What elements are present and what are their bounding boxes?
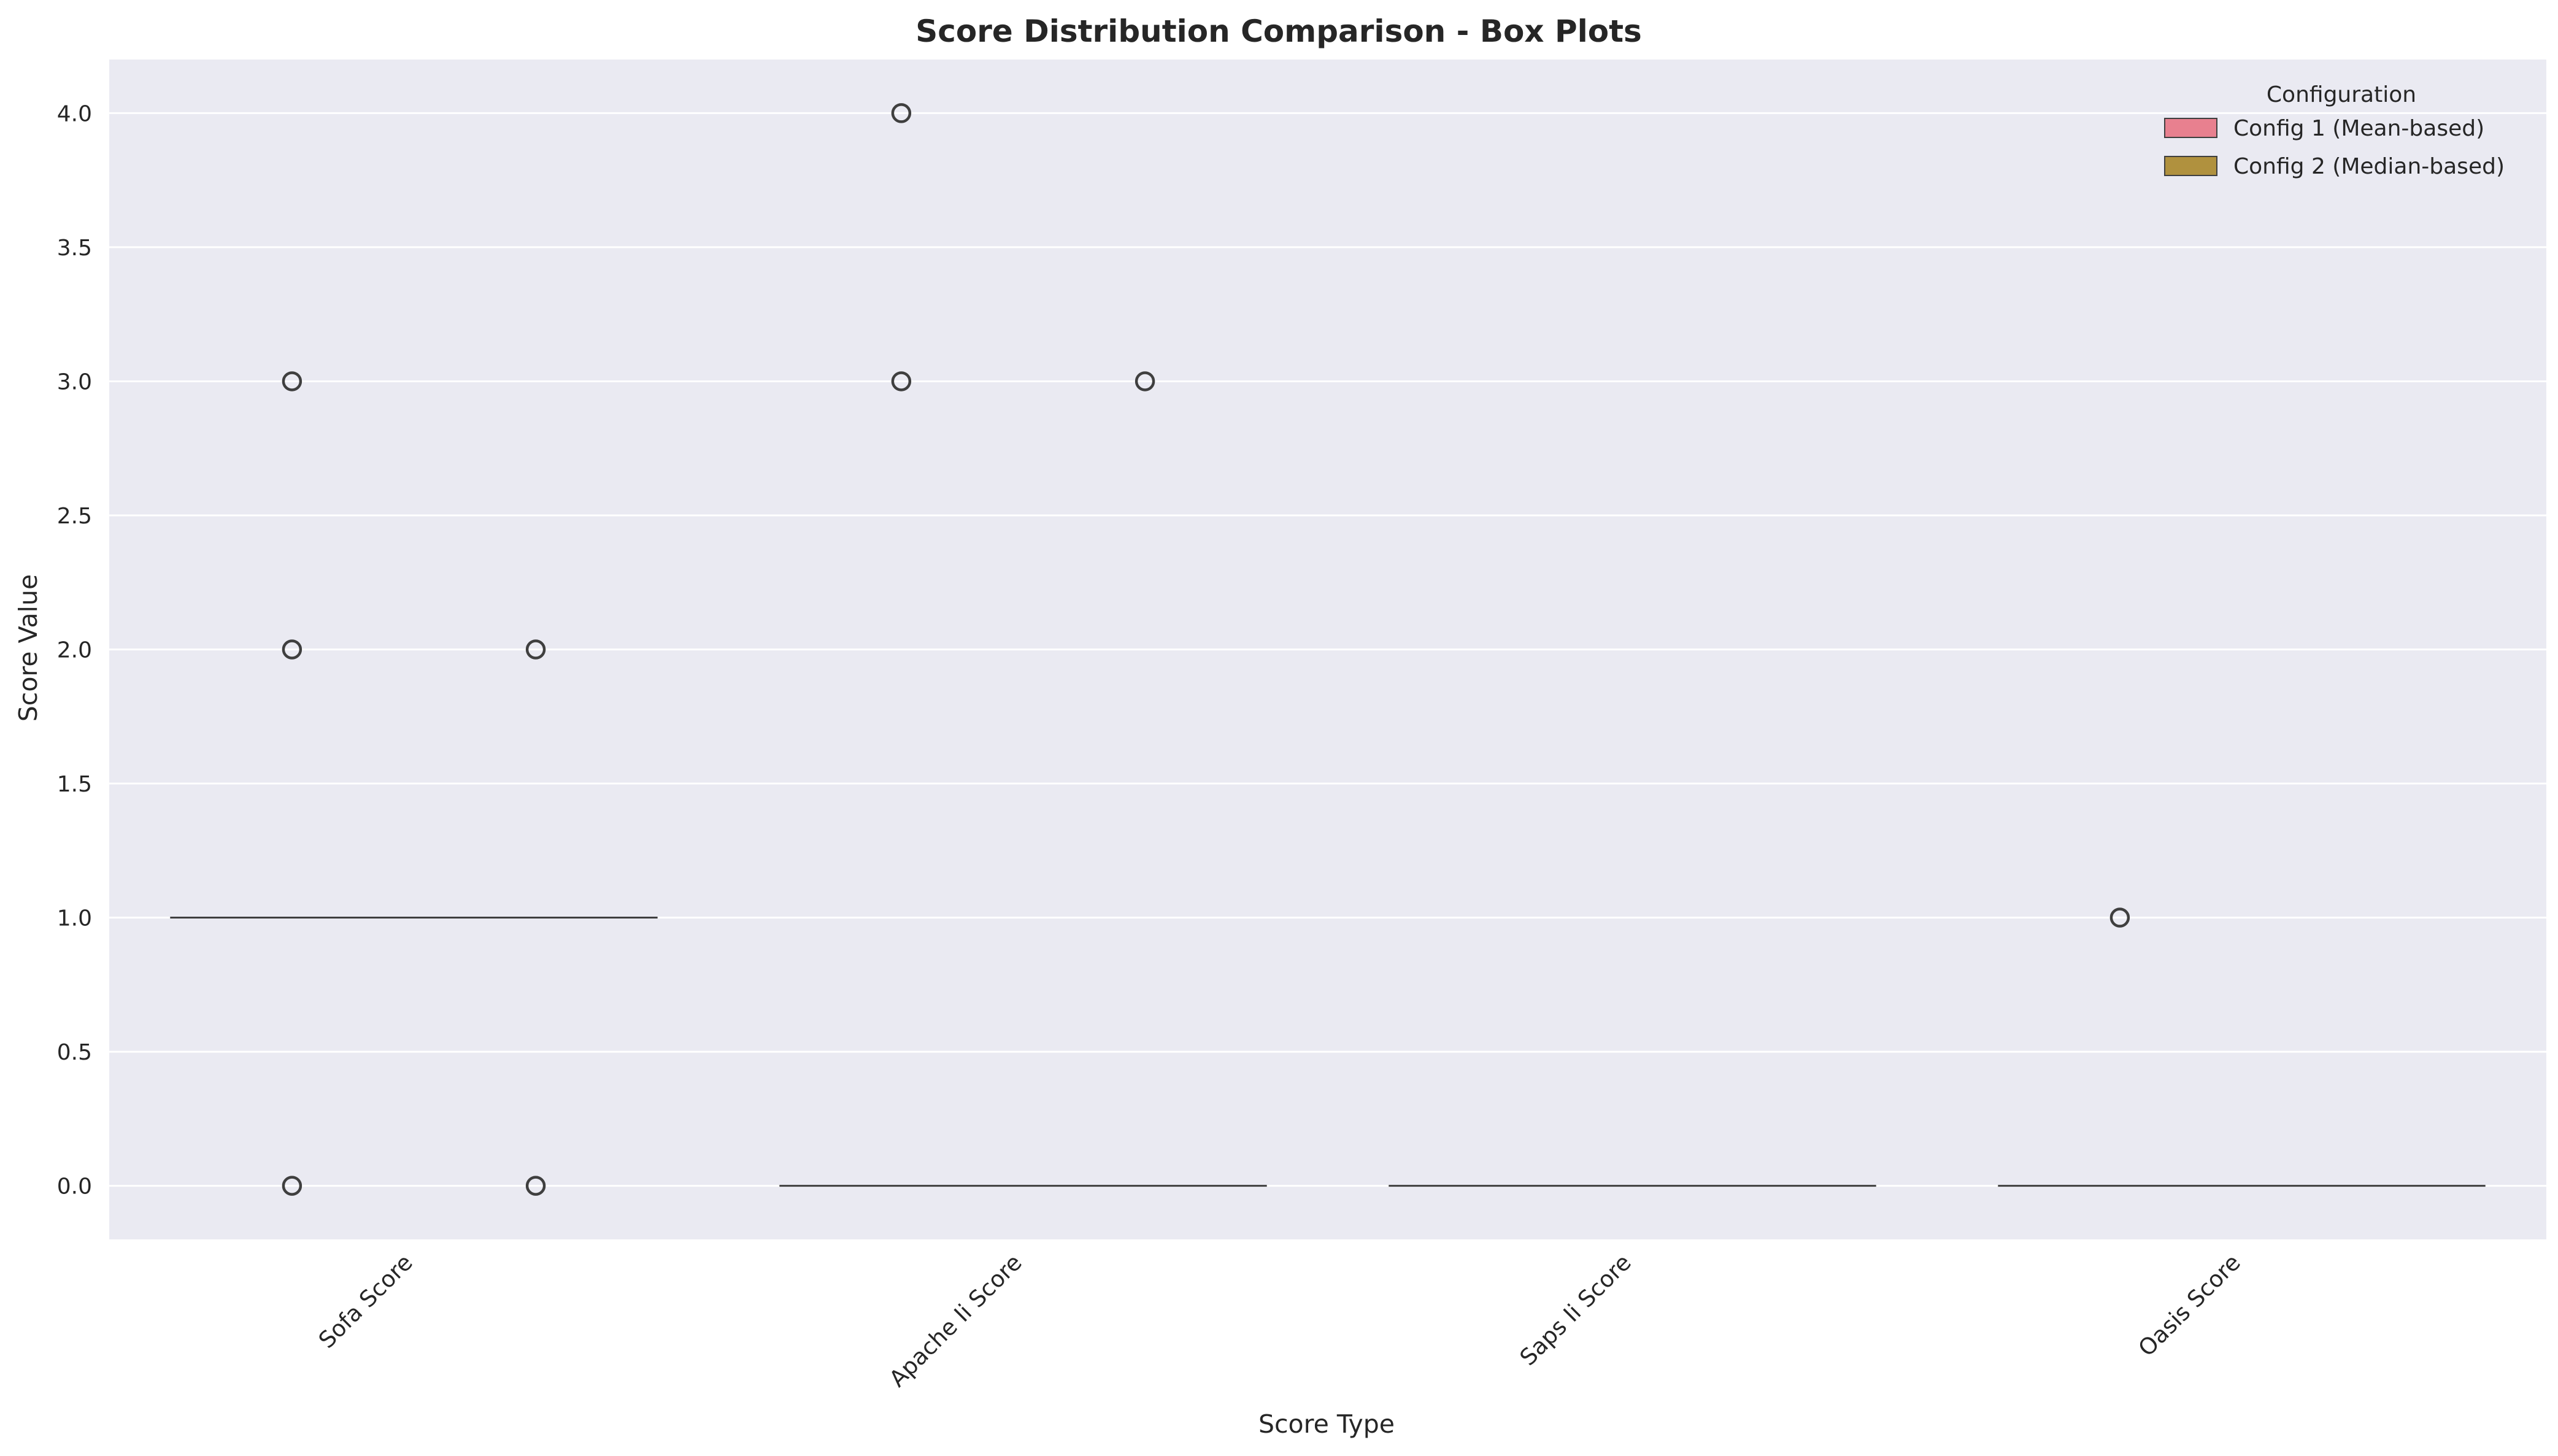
outlier-points <box>282 103 2130 1196</box>
legend: Configuration Config 1 (Mean-based)Confi… <box>2164 82 2505 179</box>
y-axis-label: Score Value <box>13 574 43 722</box>
outlier-point <box>891 103 912 123</box>
legend-title: Configuration <box>2267 82 2416 107</box>
x-axis-label: Score Type <box>1258 1409 1395 1439</box>
outlier-point <box>2109 907 2130 928</box>
outlier-point <box>1135 371 1155 391</box>
y-tick-label: 1.5 <box>57 772 92 797</box>
outlier-point <box>282 639 302 660</box>
grid-lines <box>109 112 2546 1187</box>
legend-items: Config 1 (Mean-based) Config 2 (Median-ba… <box>2164 116 2505 179</box>
legend-label: Config 2 (Median-based) <box>2233 154 2505 179</box>
y-tick-label: 3.5 <box>57 236 92 261</box>
y-tick-label: 0.5 <box>57 1040 92 1065</box>
y-tick-label: 0.0 <box>57 1174 92 1200</box>
outlier-point <box>525 639 546 660</box>
y-tick-label: 4.0 <box>57 101 92 126</box>
outlier-point <box>891 371 912 391</box>
box-elements <box>170 917 2486 1187</box>
y-tick-label: 2.0 <box>57 638 92 663</box>
legend-label: Config 1 (Mean-based) <box>2233 116 2484 141</box>
y-tick-label: 3.0 <box>57 369 92 395</box>
y-tick-label: 2.5 <box>57 504 92 529</box>
legend-swatch <box>2164 156 2217 176</box>
outlier-point <box>525 1176 546 1196</box>
legend-swatch <box>2164 118 2217 138</box>
outlier-point <box>282 1176 302 1196</box>
chart-title: Score Distribution Comparison - Box Plot… <box>915 13 1642 49</box>
outlier-point <box>282 371 302 391</box>
y-tick-label: 1.0 <box>57 906 92 931</box>
